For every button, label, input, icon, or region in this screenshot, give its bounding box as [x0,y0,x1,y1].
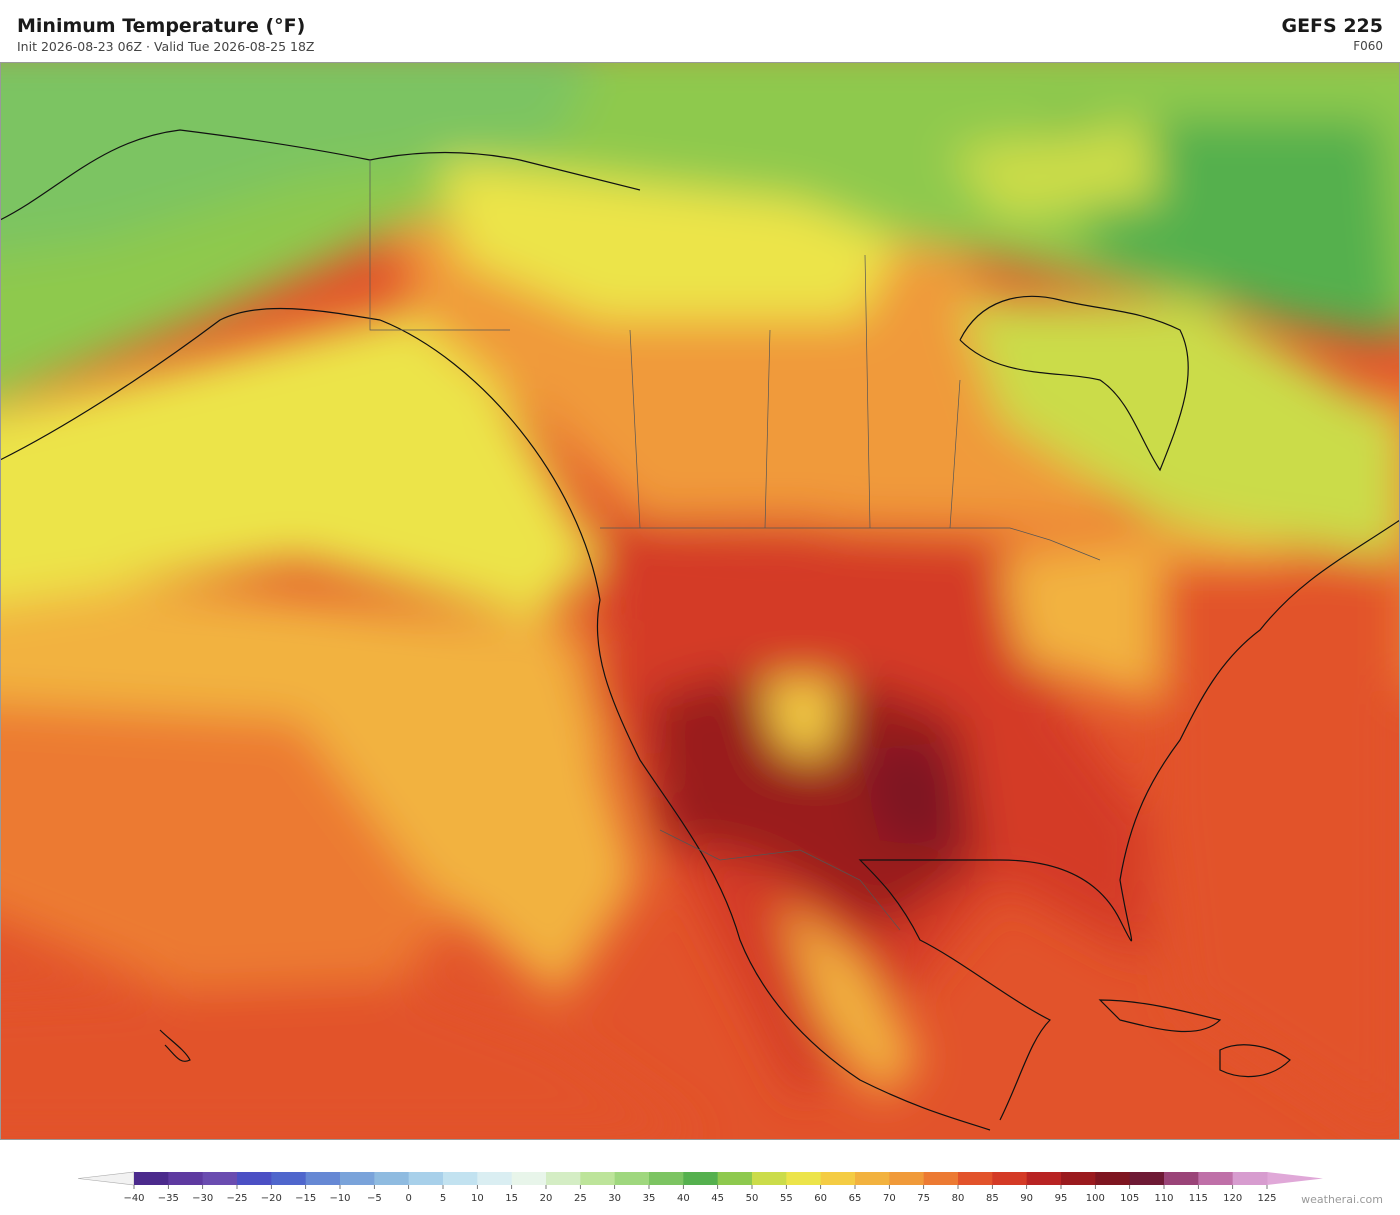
tick-label: 110 [1154,1193,1173,1204]
color-bin [202,1172,238,1185]
color-bin [237,1172,272,1185]
tick-label: 100 [1086,1193,1105,1204]
color-bin [649,1172,684,1185]
color-bin [408,1172,444,1185]
tick-label: 60 [814,1193,827,1204]
run-info: Init 2026-08-23 06Z · Valid Tue 2026-08-… [17,39,315,54]
color-bin [820,1172,856,1185]
tick-label: 15 [505,1193,518,1204]
tick-label: 5 [440,1193,446,1204]
tick-label: 10 [471,1193,484,1204]
tick-label: −25 [226,1193,247,1204]
color-bin [1061,1172,1096,1185]
over-extension [1267,1172,1323,1185]
tick-label: 120 [1223,1193,1242,1204]
model-name: GEFS 225 [1281,15,1383,37]
tick-label: 65 [849,1193,862,1204]
tick-label: 105 [1120,1193,1139,1204]
color-bin [614,1172,650,1185]
borders [369,160,1101,931]
tick-label: 125 [1257,1193,1276,1204]
colorbar: −40 −35 −30 −25 −20 −15 −10 −5 0 5 10 15 20 25 30 35 40 4… [77,1171,1323,1204]
coastlines [0,129,1400,1131]
tick-label: 30 [608,1193,621,1204]
color-bin [958,1172,993,1185]
color-bin [271,1172,307,1185]
color-bin [992,1172,1028,1185]
color-bin [374,1172,410,1185]
tick-label: 55 [780,1193,793,1204]
color-bin [134,1172,169,1185]
tick-label: −10 [329,1193,350,1204]
color-bin [546,1172,581,1185]
color-bin [168,1172,204,1185]
under-extension [77,1171,135,1186]
tick-label: −5 [367,1193,382,1204]
color-bin [889,1172,925,1185]
color-bin [580,1172,616,1185]
tick-label: −40 [123,1193,144,1204]
tick-label: 45 [711,1193,724,1204]
tick-label: 0 [405,1193,411,1204]
color-bin [786,1172,822,1185]
color-bin [1026,1172,1062,1185]
tick-label: 35 [643,1193,656,1204]
color-bin [477,1172,513,1185]
forecast-hour: F060 [1353,39,1383,53]
tick-label: −35 [158,1193,179,1204]
map-title: Minimum Temperature (°F) [17,15,306,37]
tick-label: 20 [540,1193,553,1204]
tick-label: 75 [917,1193,930,1204]
color-bin [1095,1172,1131,1185]
color-bin [752,1172,787,1185]
color-bin [1129,1172,1165,1185]
color-bin [1164,1172,1199,1185]
color-bin [717,1172,753,1185]
tick-label: 80 [952,1193,965,1204]
tick-label: −15 [295,1193,316,1204]
tick-label: 90 [1020,1193,1033,1204]
color-bin [1232,1172,1268,1185]
tick-label: 50 [746,1193,759,1204]
tick-label: 85 [986,1193,999,1204]
tick-label: 115 [1189,1193,1208,1204]
color-bin [340,1172,375,1185]
color-bin [855,1172,890,1185]
tick-label: 40 [677,1193,690,1204]
tick-label: −30 [192,1193,213,1204]
color-bin [511,1172,547,1185]
color-bin [443,1172,478,1185]
tick-label: 25 [574,1193,587,1204]
watermark: weatherai.com [1301,1193,1383,1206]
tick-label: −20 [261,1193,282,1204]
color-bin [683,1172,719,1185]
color-bin [923,1172,959,1185]
tick-label: 70 [883,1193,896,1204]
tick-label: 95 [1055,1193,1068,1204]
color-bin [1198,1172,1234,1185]
color-bin [305,1172,341,1185]
temperature-field [0,62,1400,1140]
